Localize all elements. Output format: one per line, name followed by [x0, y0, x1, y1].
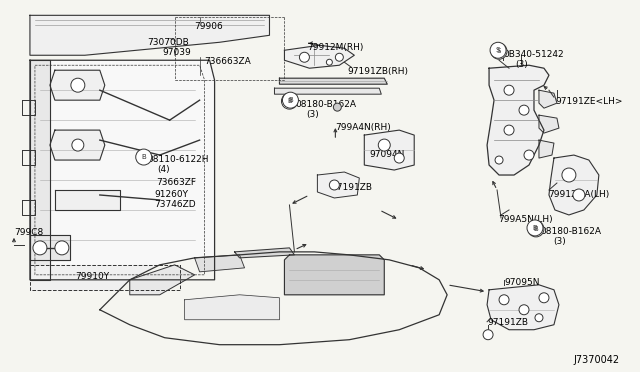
Text: 79912MA(LH): 79912MA(LH) [548, 190, 609, 199]
Text: 08110-6122H: 08110-6122H [148, 155, 209, 164]
Circle shape [136, 149, 152, 165]
Polygon shape [280, 78, 387, 84]
Circle shape [539, 293, 549, 303]
Text: 79910Y: 79910Y [75, 272, 109, 281]
Polygon shape [30, 60, 214, 280]
Polygon shape [50, 130, 105, 160]
Circle shape [71, 78, 85, 92]
Polygon shape [487, 65, 549, 175]
Circle shape [33, 241, 47, 255]
Text: (3): (3) [307, 110, 319, 119]
Circle shape [335, 53, 343, 61]
Polygon shape [539, 90, 557, 108]
Circle shape [504, 85, 514, 95]
Text: 97039: 97039 [163, 48, 191, 57]
Circle shape [504, 125, 514, 135]
Text: 08180-B162A: 08180-B162A [296, 100, 356, 109]
Circle shape [326, 59, 332, 65]
Polygon shape [234, 248, 294, 258]
Circle shape [300, 52, 309, 62]
Circle shape [573, 189, 585, 201]
Circle shape [524, 150, 534, 160]
Polygon shape [549, 155, 599, 215]
Text: B: B [288, 97, 293, 103]
Polygon shape [487, 285, 559, 330]
Polygon shape [100, 252, 447, 345]
Polygon shape [30, 265, 180, 290]
Text: 97191ZB: 97191ZB [332, 183, 372, 192]
Text: 97191ZB(RH): 97191ZB(RH) [348, 67, 408, 76]
Circle shape [55, 241, 69, 255]
Circle shape [562, 168, 576, 182]
Polygon shape [284, 255, 384, 295]
Text: 79906: 79906 [195, 22, 223, 31]
Text: B: B [534, 226, 538, 232]
Circle shape [495, 156, 503, 164]
Circle shape [483, 330, 493, 340]
Circle shape [491, 43, 507, 59]
Text: B: B [141, 154, 146, 160]
Circle shape [282, 93, 298, 109]
Circle shape [490, 42, 506, 58]
Circle shape [528, 221, 544, 237]
Polygon shape [284, 45, 355, 68]
Text: 97095N: 97095N [504, 278, 540, 287]
Polygon shape [275, 88, 381, 94]
Circle shape [330, 180, 339, 190]
Polygon shape [539, 140, 554, 158]
Circle shape [519, 305, 529, 315]
Polygon shape [130, 265, 195, 295]
Circle shape [519, 105, 529, 115]
Polygon shape [185, 295, 280, 320]
Text: S: S [497, 48, 501, 54]
Text: 0B340-51242: 0B340-51242 [503, 50, 564, 59]
Circle shape [333, 103, 341, 111]
Text: 91260Y: 91260Y [155, 190, 189, 199]
Polygon shape [30, 235, 70, 260]
Text: 97191ZB: 97191ZB [487, 318, 528, 327]
Text: B: B [287, 98, 292, 104]
Circle shape [527, 220, 543, 236]
Polygon shape [195, 255, 244, 272]
Circle shape [499, 295, 509, 305]
Circle shape [535, 314, 543, 322]
Polygon shape [30, 15, 269, 55]
Text: (3): (3) [515, 60, 528, 69]
Text: 73070DB: 73070DB [148, 38, 189, 47]
Text: 799A5N(LH): 799A5N(LH) [498, 215, 553, 224]
Text: J7370042: J7370042 [574, 355, 620, 365]
Polygon shape [539, 115, 559, 133]
Text: 97191ZE<LH>: 97191ZE<LH> [555, 97, 623, 106]
Text: 79912M(RH): 79912M(RH) [307, 43, 364, 52]
Text: 73663ZF: 73663ZF [157, 178, 196, 187]
Text: (3): (3) [553, 237, 566, 246]
Polygon shape [317, 172, 359, 198]
Text: 97094N: 97094N [369, 150, 404, 159]
Circle shape [282, 92, 298, 108]
Text: 736663ZA: 736663ZA [205, 57, 252, 66]
Polygon shape [55, 190, 120, 210]
Circle shape [378, 139, 390, 151]
Polygon shape [364, 130, 414, 170]
Text: 73746ZD: 73746ZD [155, 200, 196, 209]
Text: 08180-B162A: 08180-B162A [540, 227, 601, 236]
Text: S: S [496, 47, 500, 53]
Circle shape [72, 139, 84, 151]
Circle shape [394, 153, 404, 163]
Polygon shape [30, 60, 50, 280]
Text: 799A4N(RH): 799A4N(RH) [335, 123, 391, 132]
Text: B: B [532, 225, 538, 231]
Polygon shape [50, 70, 105, 100]
Text: 799C8: 799C8 [14, 228, 44, 237]
Text: (4): (4) [157, 165, 170, 174]
